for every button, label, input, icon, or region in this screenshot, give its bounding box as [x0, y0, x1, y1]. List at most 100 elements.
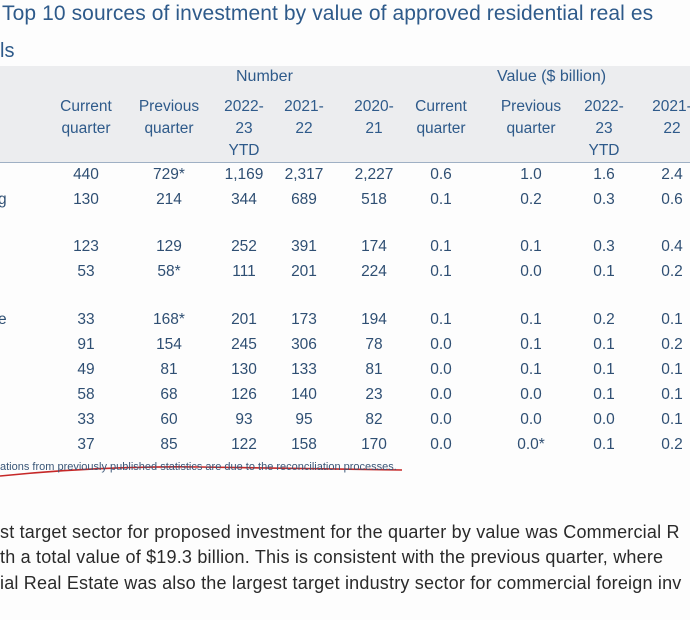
table-cell: 0.0	[593, 411, 615, 428]
table-cell: 689	[291, 191, 317, 208]
table-cell: 0.2	[661, 436, 683, 453]
table-title: Top 10 sources of investment by value of…	[2, 2, 654, 25]
table-cell: 33	[77, 411, 95, 428]
group-header-number: Number	[236, 68, 293, 85]
table-cell: 58*	[157, 263, 181, 280]
table-cell: 58	[77, 386, 95, 403]
table-cell: 91	[77, 336, 95, 353]
column-header-5: 2020- 21	[354, 98, 394, 137]
table-cell: 0.1	[593, 361, 615, 378]
table-cell: 170	[361, 436, 387, 453]
table-cell: 68	[160, 386, 178, 403]
column-header-8: 2022- 23 YTD	[584, 98, 624, 159]
table-cell: 93	[235, 411, 253, 428]
red-underline-annotation	[0, 466, 403, 477]
table-cell: 0.0	[520, 411, 542, 428]
column-header-6: Current quarter	[415, 98, 467, 137]
table-cell: 1,169	[224, 166, 264, 183]
table-cell: 0.0	[430, 361, 452, 378]
table-cell: 2,227	[354, 166, 394, 183]
table-cell: 158	[291, 436, 317, 453]
table-cell: 126	[231, 386, 257, 403]
table-cell: 0.1	[661, 311, 683, 328]
table-cell: 0.6	[661, 191, 683, 208]
table-cell: 0.1	[430, 191, 452, 208]
table-cell: 0.1	[593, 336, 615, 353]
table-cell: 53	[77, 263, 95, 280]
table-cell: 0.0	[430, 386, 452, 403]
table-cell: 130	[73, 191, 99, 208]
table-header-band	[0, 66, 690, 162]
table-cell: 168*	[153, 311, 185, 328]
table-cell: 391	[291, 238, 317, 255]
table-cell: 81	[365, 361, 383, 378]
table-cell: 0.6	[430, 166, 452, 183]
column-header-2: Previous quarter	[138, 98, 200, 137]
table-cell: 252	[231, 238, 257, 255]
table-cell: 194	[361, 311, 387, 328]
table-cell: 0.1	[430, 263, 452, 280]
table-cell: 122	[231, 436, 257, 453]
table-cell: 0.0*	[517, 436, 545, 453]
row-label: e	[0, 311, 7, 328]
table-cell: 0.1	[661, 411, 683, 428]
table-cell: 0.3	[593, 191, 615, 208]
table-cell: 245	[231, 336, 257, 353]
table-cell: 0.0	[520, 263, 542, 280]
paragraph-line-2: th a total value of $19.3 billion. This …	[0, 547, 664, 567]
table-cell: 2.4	[661, 166, 683, 183]
table-cell: 0.4	[661, 238, 683, 255]
table-cell: 0.2	[661, 263, 683, 280]
table-cell: 78	[365, 336, 383, 353]
table-cell: 0.1	[593, 436, 615, 453]
table-cell: 0.0	[520, 386, 542, 403]
column-header-3: 2022- 23 YTD	[224, 98, 264, 159]
paragraph-line-1: st target sector for proposed investment…	[0, 522, 680, 542]
table-cell: 440	[73, 166, 99, 183]
group-header-value: Value ($ billion)	[497, 68, 607, 85]
table-cell: 214	[156, 191, 182, 208]
row-label: g	[0, 191, 7, 208]
table-cell: 123	[73, 238, 99, 255]
table-footnote: ations from previously published statist…	[0, 461, 397, 473]
table-cell: 37	[77, 436, 95, 453]
table-cell: 0.1	[593, 263, 615, 280]
table-cell: 1.6	[593, 166, 615, 183]
table-cell: 0.1	[661, 361, 683, 378]
table-cell: 173	[291, 311, 317, 328]
table-cell: 174	[361, 238, 387, 255]
table-cell: 0.1	[520, 336, 542, 353]
table-cell: 95	[295, 411, 313, 428]
table-cell: 82	[365, 411, 383, 428]
column-header-4: 2021- 22	[284, 98, 324, 137]
table-cell: 0.2	[520, 191, 542, 208]
column-header-7: Previous quarter	[500, 98, 562, 137]
table-cell: 518	[361, 191, 387, 208]
table-cell: 0.1	[593, 386, 615, 403]
table-cell: 224	[361, 263, 387, 280]
table-cell: 140	[291, 386, 317, 403]
column-header-9: 2021- 22	[652, 98, 690, 137]
table-cell: 23	[365, 386, 383, 403]
table-cell: 129	[156, 238, 182, 255]
table-subtitle: ls	[0, 40, 15, 62]
table-cell: 0.1	[520, 361, 542, 378]
header-divider	[0, 162, 690, 163]
table-cell: 344	[231, 191, 257, 208]
table-cell: 306	[291, 336, 317, 353]
table-cell: 60	[160, 411, 178, 428]
table-cell: 33	[77, 311, 95, 328]
table-cell: 133	[291, 361, 317, 378]
table-cell: 0.0	[430, 436, 452, 453]
table-cell: 201	[291, 263, 317, 280]
table-cell: 0.0	[430, 336, 452, 353]
table-cell: 111	[232, 263, 256, 280]
table-cell: 0.2	[593, 311, 615, 328]
table-cell: 130	[231, 361, 257, 378]
table-cell: 0.0	[430, 411, 452, 428]
table-cell: 0.3	[593, 238, 615, 255]
column-header-1: Current quarter	[60, 98, 112, 137]
table-cell: 0.1	[430, 311, 452, 328]
table-cell: 0.2	[661, 336, 683, 353]
table-cell: 0.1	[661, 386, 683, 403]
